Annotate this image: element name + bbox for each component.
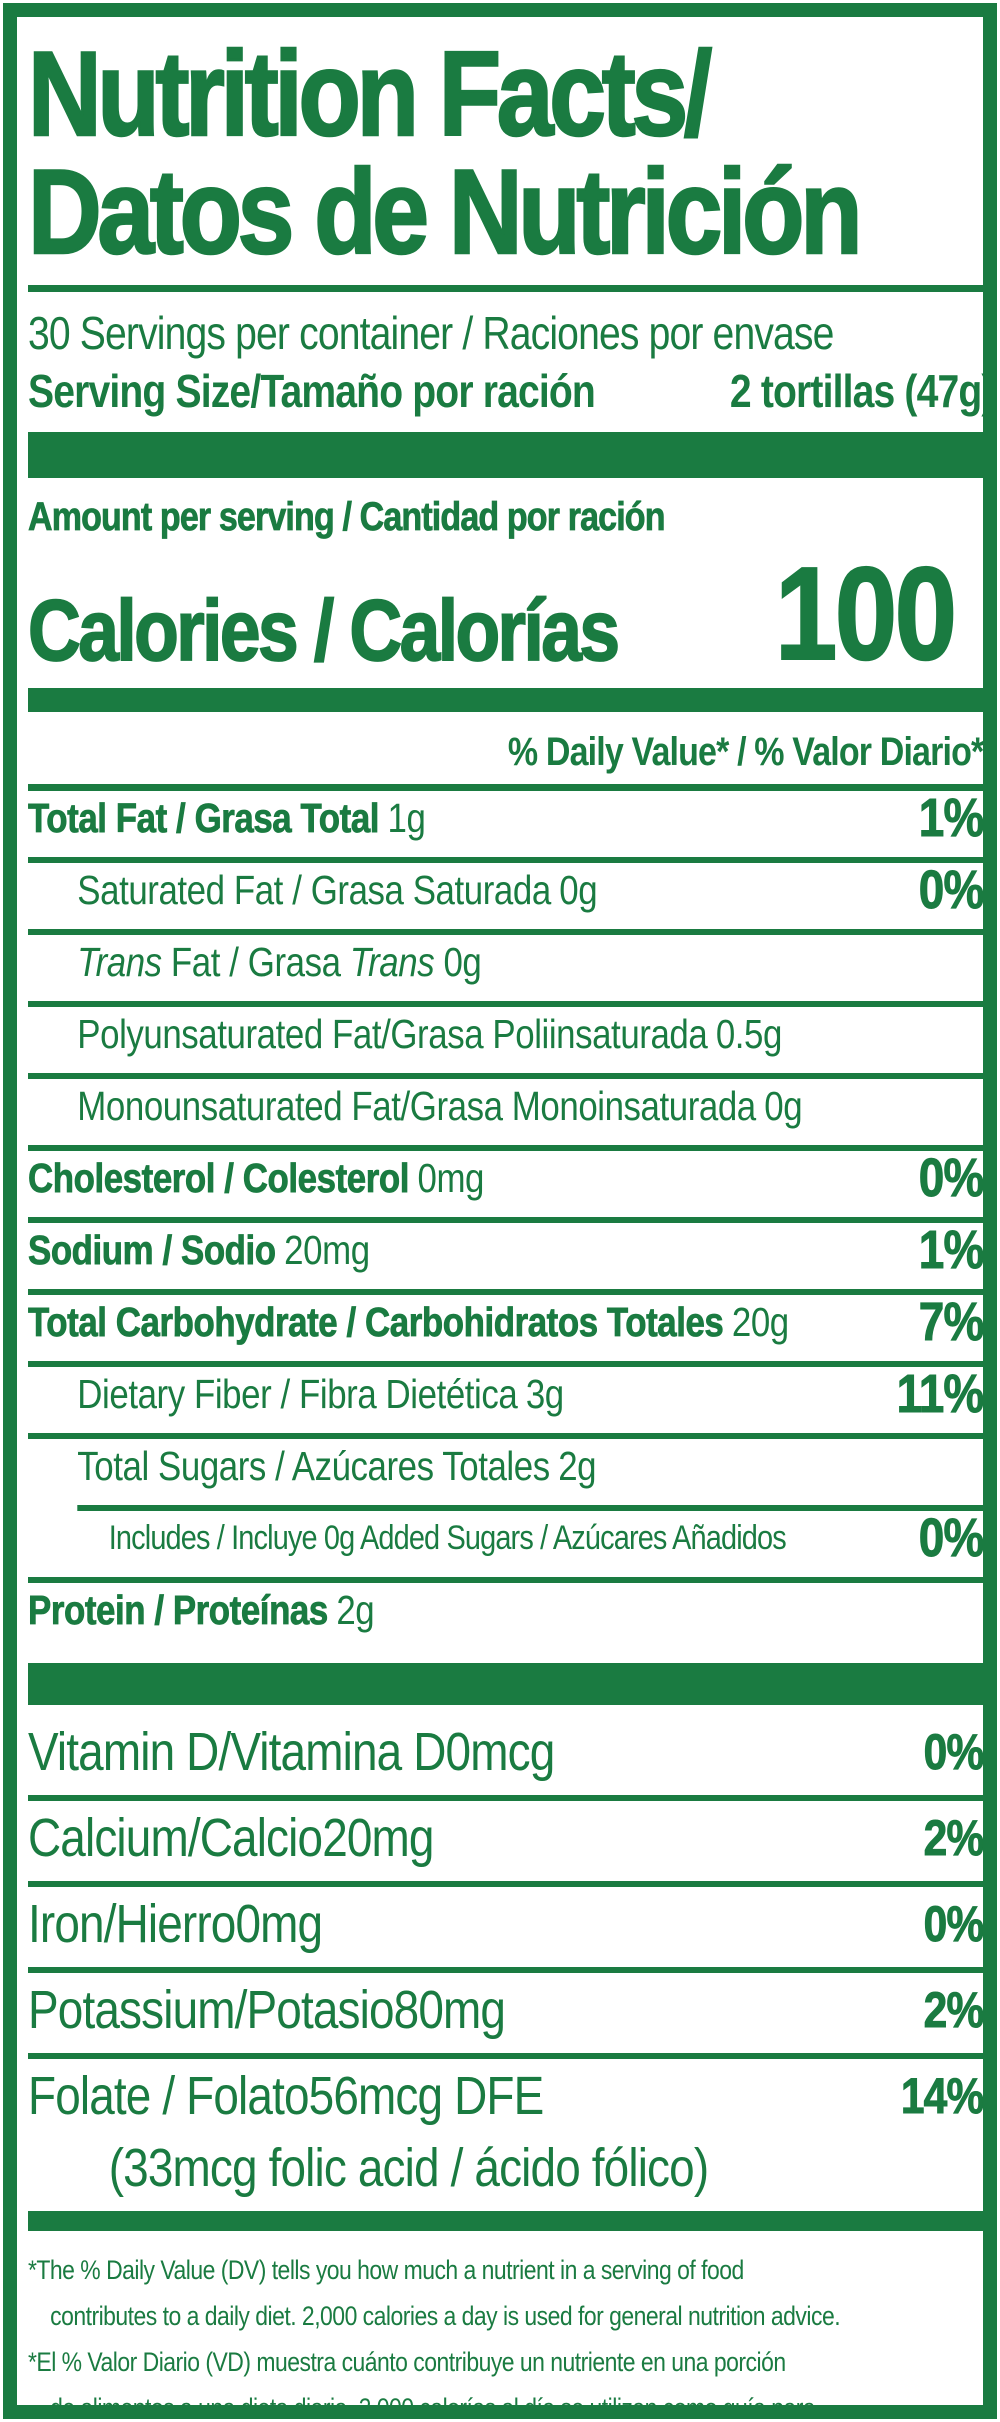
footnote-line: *El % Valor Diario (VD) muestra cuánto c… xyxy=(28,2347,786,2377)
vitamin-pct: 2% xyxy=(923,1810,984,1867)
title-divider xyxy=(28,285,983,292)
label-title: Nutrition Facts/ Datos de Nutrición xyxy=(27,27,983,279)
vitamin-name: Potassium/Potasio xyxy=(28,1980,395,2040)
nutrient-pct: 1% xyxy=(918,788,984,848)
nutrient-row-monounsaturated: Monounsaturated Fat/Grasa Monoinsaturada… xyxy=(28,1073,983,1145)
title-line-1: Nutrition Facts/ xyxy=(27,27,713,161)
footnote-line: de alimentos a una dieta diaria. 2,000 c… xyxy=(50,2393,816,2419)
nutrient-row-sodium: Sodium / Sodio 20mg 1% xyxy=(28,1217,984,1289)
nutrient-amount: 2g xyxy=(558,1443,597,1489)
title-line-2: Datos de Nutrición xyxy=(27,145,864,279)
folate-folic-acid-line: (33mcg folic acid / ácido fólico) xyxy=(108,2138,709,2198)
vitamin-amount: 20mg xyxy=(322,1808,434,1868)
trans-italic-2: Trans xyxy=(349,939,435,985)
vitamin-amount: 56mcg DFE xyxy=(308,2066,545,2126)
nutrient-name: Saturated Fat / Grasa Saturada xyxy=(77,867,551,913)
calories-value: 100 xyxy=(774,539,958,687)
nutrient-row-saturated-fat: Saturated Fat / Grasa Saturada 0g 0% xyxy=(28,857,984,929)
nutrient-name: Monounsaturated Fat/Grasa Monoinsaturada xyxy=(77,1083,756,1129)
nutrient-row-total-carbohydrate: Total Carbohydrate / Carbohidratos Total… xyxy=(28,1289,984,1361)
amount-per-serving: Amount per serving / Cantidad por ración xyxy=(28,495,666,540)
vitamin-amount: 0mcg xyxy=(445,1722,556,1782)
section-bar xyxy=(28,1663,983,1705)
vitamin-name: Iron/Hierro xyxy=(28,1894,236,1954)
footnote-line: *The % Daily Value (DV) tells you how mu… xyxy=(28,2255,744,2285)
nutrient-pct: 0% xyxy=(918,860,984,920)
nutrient-amount: 0g xyxy=(559,867,598,913)
vitamin-name: Calcium/Calcio xyxy=(28,1808,323,1868)
nutrient-row-total-sugars: Total Sugars / Azúcares Totales 2g xyxy=(28,1433,983,1505)
calories-label: Calories / Calorías xyxy=(27,583,621,679)
nutrient-row-polyunsaturated: Polyunsaturated Fat/Grasa Poliinsaturada… xyxy=(28,1001,983,1073)
serving-size-label: Serving Size/Tamaño por ración xyxy=(28,365,596,417)
vitamin-row-calcium: Calcium/Calcio20mg 2% xyxy=(28,1795,984,1881)
vitamin-amount: 0mg xyxy=(235,1894,323,1954)
nutrient-row-cholesterol: Cholesterol / Colesterol 0mg 0% xyxy=(28,1145,984,1217)
serving-size-row: Serving Size/Tamaño por ración 2 tortill… xyxy=(28,362,994,420)
trans-italic-1: Trans xyxy=(77,939,162,985)
serving-size-value: 2 tortillas (47g) xyxy=(729,365,994,417)
nutrient-row-trans-fat: Trans Fat / Grasa Trans 0g xyxy=(28,929,983,1001)
vitamin-row-potassium: Potassium/Potasio80mg 2% xyxy=(28,1967,984,2053)
nutrient-pct: 7% xyxy=(918,1292,984,1352)
nutrient-name: Total Carbohydrate / Carbohidratos Total… xyxy=(28,1299,724,1346)
nutrient-name: Includes / Incluye 0g Added Sugars / Azú… xyxy=(108,1519,787,1557)
nutrient-amount: 20g xyxy=(731,1299,789,1345)
calories-row: Calories / Calorías 100 xyxy=(27,539,983,687)
nutrient-pct: 0% xyxy=(918,1508,984,1568)
nutrient-amount: 0.5g xyxy=(715,1011,783,1057)
nutrient-amount: 3g xyxy=(525,1371,564,1417)
vitamin-row-iron: Iron/Hierro0mg 0% xyxy=(28,1881,984,1967)
nutrient-amount: 20mg xyxy=(284,1227,370,1273)
nutrient-amount: 2g xyxy=(336,1587,375,1633)
vitamin-name: Folate / Folato xyxy=(28,2066,310,2126)
section-bar xyxy=(28,432,983,478)
daily-value-footnote: *The % Daily Value (DV) tells you how mu… xyxy=(28,2245,983,2419)
vitamin-pct: 14% xyxy=(900,2068,984,2125)
nutrient-amount: 0mg xyxy=(417,1155,485,1201)
vitamin-amount: 80mg xyxy=(393,1980,506,2040)
nutrient-amount: 0g xyxy=(764,1083,803,1129)
vitamin-pct: 0% xyxy=(923,1724,984,1781)
vitamin-row-folate: Folate / Folato56mcg DFE 14% xyxy=(28,2053,984,2139)
nutrient-row-added-sugars: Includes / Incluye 0g Added Sugars / Azú… xyxy=(77,1505,984,1577)
nutrient-pct: 11% xyxy=(896,1364,984,1424)
section-bar xyxy=(28,2211,983,2231)
nutrient-name: Total Sugars / Azúcares Totales xyxy=(77,1443,550,1489)
nutrition-label: Nutrition Facts/ Datos de Nutrición 30 S… xyxy=(3,3,997,2419)
vitamin-pct: 2% xyxy=(923,1982,984,2039)
section-bar xyxy=(28,688,983,712)
nutrient-name: Total Fat / Grasa Total xyxy=(28,795,380,842)
nutrient-row-protein: Protein / Proteínas 2g xyxy=(28,1577,983,1657)
vitamin-pct: 0% xyxy=(923,1896,984,1953)
servings-per-container: 30 Servings per container / Raciones por… xyxy=(28,307,834,359)
nutrient-pct: 1% xyxy=(918,1220,984,1280)
vitamin-name: Vitamin D/Vitamina D xyxy=(28,1722,446,1782)
vitamin-row-vitamin-d: Vitamin D/Vitamina D0mcg 0% xyxy=(28,1715,984,1795)
nutrient-name: Protein / Proteínas xyxy=(28,1587,329,1634)
nutrient-row-dietary-fiber: Dietary Fiber / Fibra Dietética 3g 11% xyxy=(28,1361,984,1433)
nutrient-name: Polyunsaturated Fat/Grasa Poliinsaturada xyxy=(77,1011,708,1057)
nutrient-amount: 1g xyxy=(387,795,426,841)
nutrient-name: Dietary Fiber / Fibra Dietética xyxy=(77,1371,518,1417)
nutrient-row-total-fat: Total Fat / Grasa Total 1g 1% xyxy=(28,788,984,857)
daily-value-header: % Daily Value* / % Valor Diario* xyxy=(28,722,983,791)
footnote-line: contributes to a daily diet. 2,000 calor… xyxy=(50,2301,841,2331)
nutrient-name: Sodium / Sodio xyxy=(28,1227,277,1274)
trans-amount: 0g xyxy=(434,939,482,985)
nutrient-pct: 0% xyxy=(918,1148,984,1208)
nutrient-name: Cholesterol / Colesterol xyxy=(28,1155,410,1202)
trans-mid: Fat / Grasa xyxy=(161,939,350,985)
